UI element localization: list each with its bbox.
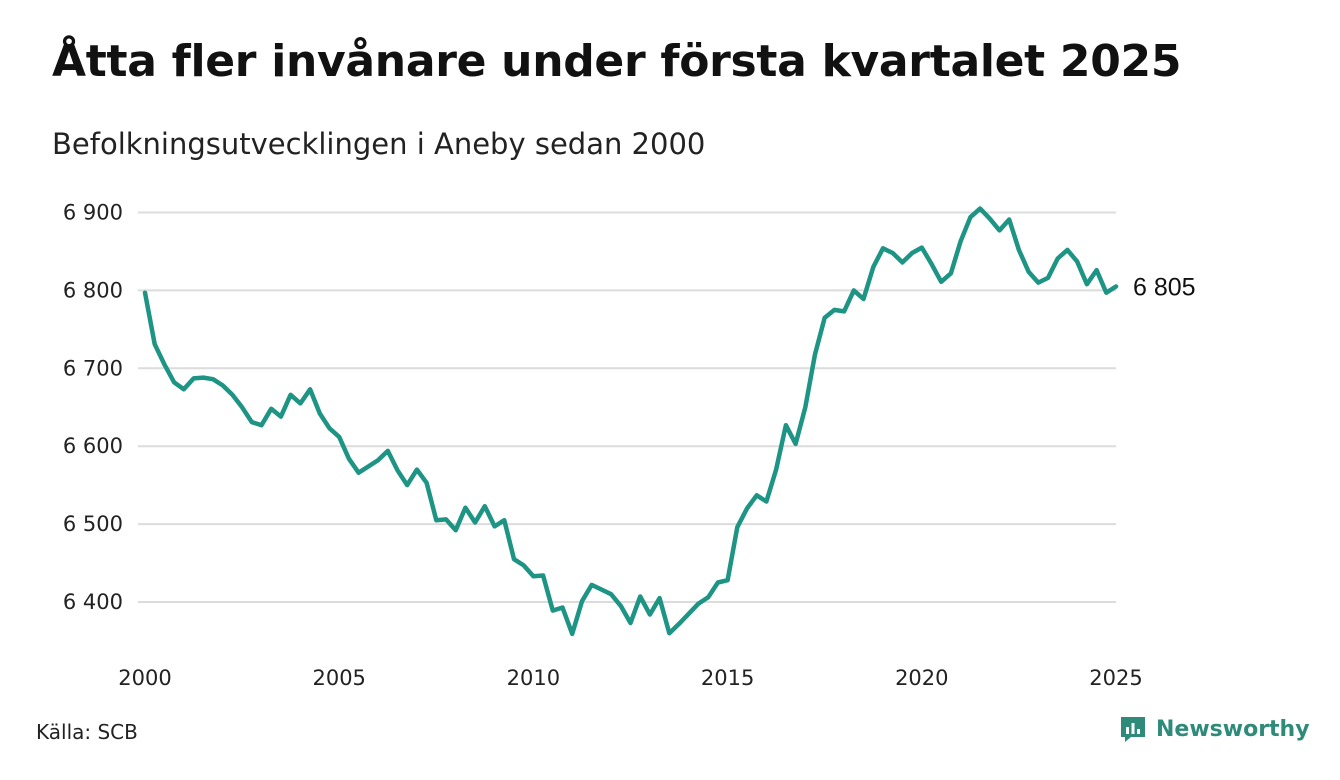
x-tick-label: 2015 xyxy=(701,666,754,690)
y-tick-label: 6 400 xyxy=(63,590,123,614)
y-tick-label: 6 500 xyxy=(63,512,123,536)
chart-title: Åtta fler invånare under första kvartale… xyxy=(52,36,1182,87)
y-tick-label: 6 700 xyxy=(63,356,123,380)
series-layer: 6 805 xyxy=(142,206,1196,637)
x-tick-label: 2025 xyxy=(1089,666,1142,690)
y-axis-ticks: 6 400 6 500 6 600 6 700 6 800 6 900 xyxy=(63,201,123,615)
x-axis-ticks: 2000 2005 2010 2015 2020 2025 xyxy=(118,666,1142,690)
x-tick-label: 2020 xyxy=(895,666,948,690)
source-note: Källa: SCB xyxy=(36,720,138,744)
x-tick-label: 2000 xyxy=(118,666,171,690)
chart-subtitle: Befolkningsutvecklingen i Aneby sedan 20… xyxy=(52,127,706,161)
y-tick-label: 6 800 xyxy=(63,278,123,302)
newsworthy-logo-icon xyxy=(1121,717,1145,742)
brand-name: Newsworthy xyxy=(1156,716,1310,742)
x-tick-label: 2005 xyxy=(312,666,365,690)
series-line xyxy=(142,206,1119,637)
x-tick-label: 2010 xyxy=(507,666,560,690)
end-value-label: 6 805 xyxy=(1133,274,1196,302)
gridlines xyxy=(138,211,1116,603)
y-tick-label: 6 900 xyxy=(63,201,123,225)
brand-logo: Newsworthy xyxy=(1118,714,1310,744)
y-tick-label: 6 600 xyxy=(63,434,123,458)
